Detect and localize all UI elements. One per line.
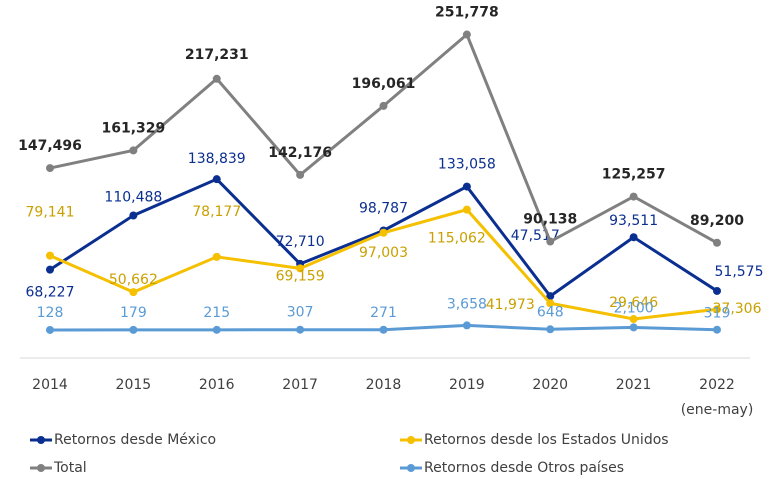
data-label: 79,141 <box>26 205 75 221</box>
point <box>129 211 138 220</box>
point <box>462 30 471 39</box>
data-label: 72,710 <box>276 234 325 250</box>
point <box>462 321 471 330</box>
x-tick-label: 2015 <box>116 377 152 393</box>
data-label: 51,575 <box>715 264 764 280</box>
data-label: 161,329 <box>101 120 165 136</box>
point <box>629 315 638 324</box>
data-label: 29,646 <box>609 295 658 311</box>
data-label: 648 <box>537 304 564 320</box>
data-label: 97,003 <box>359 245 408 261</box>
data-label: 89,200 <box>690 213 744 229</box>
point <box>212 325 221 334</box>
point <box>713 305 721 314</box>
data-label: 138,839 <box>188 151 246 167</box>
data-label: 133,058 <box>438 157 496 173</box>
point <box>212 175 221 184</box>
data-label: 69,159 <box>276 268 325 284</box>
data-label: 251,778 <box>435 5 499 21</box>
point <box>629 323 638 332</box>
point <box>546 237 555 246</box>
x-tick-label: 2022 <box>699 377 735 393</box>
data-label: 41,973 <box>486 297 535 313</box>
data-label: 37,306 <box>713 301 762 317</box>
point <box>46 164 54 173</box>
data-label: 68,227 <box>26 285 75 301</box>
data-label: 50,662 <box>109 272 158 288</box>
x-tick-label: 2020 <box>532 377 568 393</box>
point <box>462 182 471 191</box>
point <box>546 325 555 334</box>
point <box>629 233 638 242</box>
point <box>129 288 138 297</box>
data-label: 3,658 <box>447 296 487 312</box>
data-label: 215 <box>203 305 230 321</box>
x-tick-label: 2021 <box>616 377 652 393</box>
data-label: 319 <box>704 306 731 322</box>
data-label: 115,062 <box>428 231 486 247</box>
data-label: 98,787 <box>359 200 408 216</box>
x-tick-label: 2018 <box>366 377 402 393</box>
data-label: 78,177 <box>192 204 241 220</box>
x-tick-label: 2019 <box>449 377 485 393</box>
legend-marker <box>407 436 415 444</box>
point <box>546 299 555 308</box>
data-label: 217,231 <box>185 47 249 63</box>
point <box>379 101 388 110</box>
point <box>46 251 54 260</box>
point <box>296 264 305 273</box>
point <box>713 325 721 334</box>
point <box>212 252 221 261</box>
legend-label: Retornos desde los Estados Unidos <box>424 432 669 448</box>
data-label: 196,061 <box>352 76 416 92</box>
point <box>129 146 138 155</box>
point <box>629 192 638 201</box>
point <box>212 74 221 83</box>
x-tick-label: 2014 <box>32 377 68 393</box>
x-tick-label: 2016 <box>199 377 235 393</box>
x-tick-label: 2017 <box>282 377 318 393</box>
data-label: 128 <box>37 305 64 321</box>
point <box>379 325 388 334</box>
legend-marker <box>37 436 45 444</box>
point <box>129 325 138 334</box>
point <box>46 265 54 274</box>
data-label: 271 <box>370 305 397 321</box>
data-label: 93,511 <box>609 213 658 229</box>
legend-marker <box>37 464 45 472</box>
point <box>462 205 471 214</box>
point <box>379 228 388 237</box>
data-label: 125,257 <box>602 167 666 183</box>
data-label: 147,496 <box>18 138 82 154</box>
data-label: 2,100 <box>614 300 654 316</box>
legend-marker <box>407 464 415 472</box>
data-label: 142,176 <box>268 145 332 161</box>
annotation: (ene-may) <box>681 402 754 418</box>
point <box>713 238 721 247</box>
legend-label: Retornos desde Otros países <box>424 460 624 476</box>
legend-label: Total <box>53 460 87 476</box>
data-label: 307 <box>287 305 314 321</box>
data-label: 179 <box>120 305 147 321</box>
point <box>296 170 305 179</box>
point <box>546 292 555 301</box>
point <box>713 286 721 295</box>
legend-label: Retornos desde México <box>54 432 216 448</box>
data-label: 110,488 <box>104 189 162 205</box>
data-label: 90,138 <box>523 212 577 228</box>
point <box>46 325 54 334</box>
point <box>296 325 305 334</box>
